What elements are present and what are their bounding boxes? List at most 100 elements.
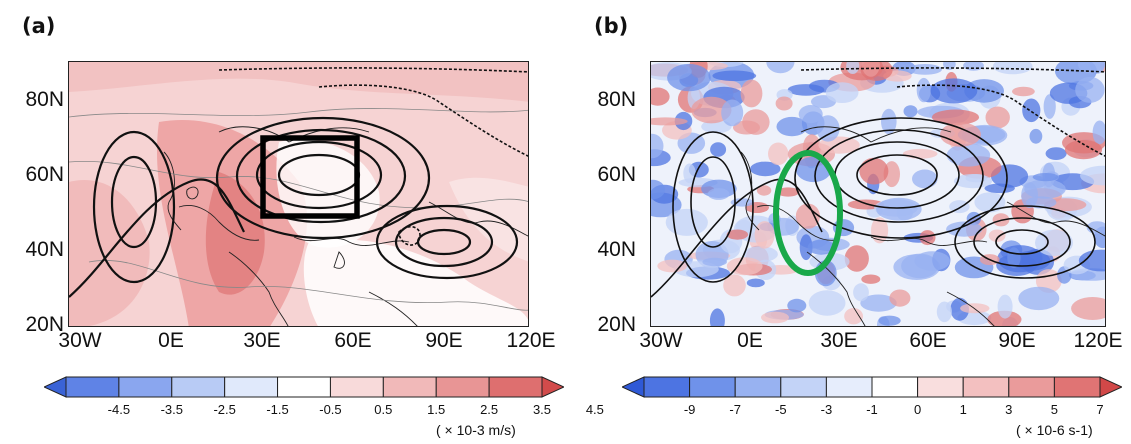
lon-label-30w-b: 30W: [639, 329, 683, 352]
shading-blob: [1092, 120, 1105, 145]
shading-blob: [795, 203, 820, 229]
coastlines-a: [163, 126, 528, 326]
shading-blob: [1071, 297, 1105, 320]
colorbar-b: [622, 376, 1122, 398]
colorbar-swatch: [541, 376, 564, 398]
shading-blob: [816, 115, 840, 142]
shading-blob: [946, 221, 983, 237]
shading-blob: [710, 142, 727, 157]
lat-label-40n: 40N: [25, 238, 64, 261]
shading-blob: [1078, 249, 1105, 272]
colorbar-swatch: [622, 376, 645, 398]
shading-blob: [919, 230, 936, 246]
colorbar-swatch: [780, 376, 827, 398]
shading-blob: [787, 84, 825, 96]
shading-blob: [1045, 147, 1067, 160]
colorbar-swatch: [734, 376, 782, 398]
shading-blob: [808, 290, 846, 316]
colorbar-tick-label: 5: [1050, 402, 1058, 417]
shading-blob: [1064, 140, 1103, 160]
lon-label-0e: 0E: [158, 329, 184, 352]
colorbar-swatch: [171, 376, 226, 398]
shading-blob: [916, 77, 931, 103]
colorbar-swatch: [871, 376, 919, 398]
shading-blob: [889, 289, 911, 307]
panel-b-label: (b): [594, 14, 629, 38]
shading-blob: [712, 70, 757, 82]
shading-blob: [965, 174, 987, 183]
colorbar-swatch: [825, 376, 873, 398]
shading-blob: [1080, 165, 1105, 186]
colorbar-swatch: [962, 376, 1010, 398]
region-box-annotation: [260, 135, 360, 219]
colorbar-tick-label: -1: [866, 402, 878, 417]
colorbar-swatch: [224, 376, 279, 398]
shading-blob: [902, 148, 938, 159]
lon-label-30e-b: 30E: [820, 329, 858, 352]
lat-label-60n-b: 60N: [597, 163, 636, 186]
shading-blob: [721, 99, 744, 127]
contours-b: [651, 117, 1096, 298]
shading-blob: [1077, 62, 1105, 74]
lat-label-80n-b: 80N: [597, 88, 636, 111]
lat-label-20n: 20N: [25, 313, 64, 336]
shading-blob: [1032, 173, 1059, 182]
lon-label-60e-b: 60E: [909, 329, 947, 352]
shading-blob: [912, 169, 938, 189]
shading-blob: [726, 229, 749, 240]
colorbar-tick-label: -9: [683, 402, 696, 417]
colorbar-tick-label: -1.5: [266, 402, 289, 417]
shading-blob: [985, 106, 1010, 129]
shading-blob: [683, 163, 696, 184]
colorbar-swatch: [277, 376, 331, 398]
shading-blob: [1043, 94, 1056, 119]
colorbar-tick-label: -7: [729, 402, 741, 417]
shading-blob: [988, 229, 1006, 242]
shading-blob: [761, 311, 789, 324]
shading-blob: [709, 308, 725, 326]
colorbar-swatch: [329, 376, 384, 398]
lon-label-120e: 120E: [506, 329, 556, 352]
lon-label-90e-b: 90E: [998, 329, 1036, 352]
colorbar-tick-label: 9: [1126, 402, 1131, 417]
lon-label-0e-b: 0E: [737, 329, 763, 352]
shading-blob: [651, 87, 670, 106]
shading-blob: [946, 143, 991, 167]
shading-blob: [914, 251, 950, 271]
colorbar-swatch: [118, 376, 173, 398]
lat-label-80n: 80N: [25, 88, 64, 111]
dashed-contours-b: [800, 67, 1105, 157]
shading-blob: [657, 259, 688, 273]
lon-label-30w: 30W: [58, 329, 102, 352]
shading-blob: [974, 192, 1006, 213]
shading-blob: [807, 239, 835, 255]
colorbar-swatch: [643, 376, 691, 398]
colorbar-swatch: [44, 376, 67, 398]
colorbar-tick-label: 1: [959, 402, 967, 417]
lat-label-60n: 60N: [25, 163, 64, 186]
shading-blob: [936, 301, 952, 323]
map-a-canvas: [69, 62, 528, 326]
shading-blob: [903, 105, 918, 118]
shading-blob: [861, 274, 881, 284]
colorbar-swatch: [382, 376, 437, 398]
shading-blob: [908, 64, 942, 75]
shading-blob: [950, 297, 969, 321]
shading-blob: [984, 183, 1015, 194]
shading-blob: [878, 315, 901, 326]
shading-blob: [859, 157, 889, 185]
shading-blob: [750, 161, 781, 177]
colorbar-tick-label: 1.5: [427, 402, 446, 417]
dashed-contours-a: [218, 67, 528, 246]
shading-blob: [665, 208, 708, 236]
shading-blob: [733, 120, 760, 135]
lon-label-60e: 60E: [334, 329, 372, 352]
shading-blob: [940, 122, 981, 147]
colorbar-swatch: [917, 376, 964, 398]
shading-blob: [1029, 128, 1043, 144]
shading-blob: [997, 294, 1013, 319]
colorbar-swatch: [1053, 376, 1101, 398]
shading-blob: [776, 187, 800, 197]
shading-blob: [702, 257, 727, 267]
shading-noise-b: [651, 62, 1105, 326]
